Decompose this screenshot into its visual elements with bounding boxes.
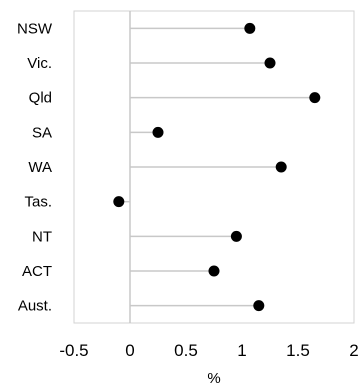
- category-label-7: ACT: [22, 263, 52, 280]
- category-label-1: Vic.: [27, 55, 52, 72]
- data-point-6: [230, 230, 242, 242]
- x-tick-labels-group: -0.5 0 0.5 1 1.5 2: [59, 341, 358, 360]
- data-point-8: [253, 300, 265, 312]
- plot-frame: [73, 10, 355, 324]
- data-point-0: [244, 22, 256, 34]
- category-label-5: Tas.: [24, 194, 52, 211]
- category-label-4: WA: [28, 159, 52, 176]
- data-point-4: [275, 161, 287, 173]
- category-label-8: Aust.: [18, 298, 52, 315]
- x-axis-label: %: [207, 370, 220, 387]
- category-labels-group: NSW Vic. Qld SA WA Tas. NT ACT Aust.: [17, 20, 53, 314]
- x-tick-label-1: 0: [125, 341, 134, 360]
- category-label-0: NSW: [17, 20, 53, 37]
- data-point-5: [113, 196, 125, 208]
- stems-group: [118, 27, 315, 307]
- markers-group: [113, 22, 321, 312]
- category-label-2: Qld: [29, 90, 52, 107]
- x-tick-label-2: 0.5: [174, 341, 198, 360]
- x-tick-label-4: 1.5: [286, 341, 310, 360]
- data-point-3: [152, 126, 164, 138]
- x-tick-label-5: 2: [349, 341, 358, 360]
- data-point-7: [208, 265, 220, 277]
- data-point-1: [264, 57, 276, 69]
- x-tick-label-0: -0.5: [59, 341, 88, 360]
- category-label-6: NT: [32, 228, 52, 245]
- category-label-3: SA: [32, 124, 52, 141]
- x-tick-label-3: 1: [237, 341, 246, 360]
- data-point-2: [309, 92, 321, 104]
